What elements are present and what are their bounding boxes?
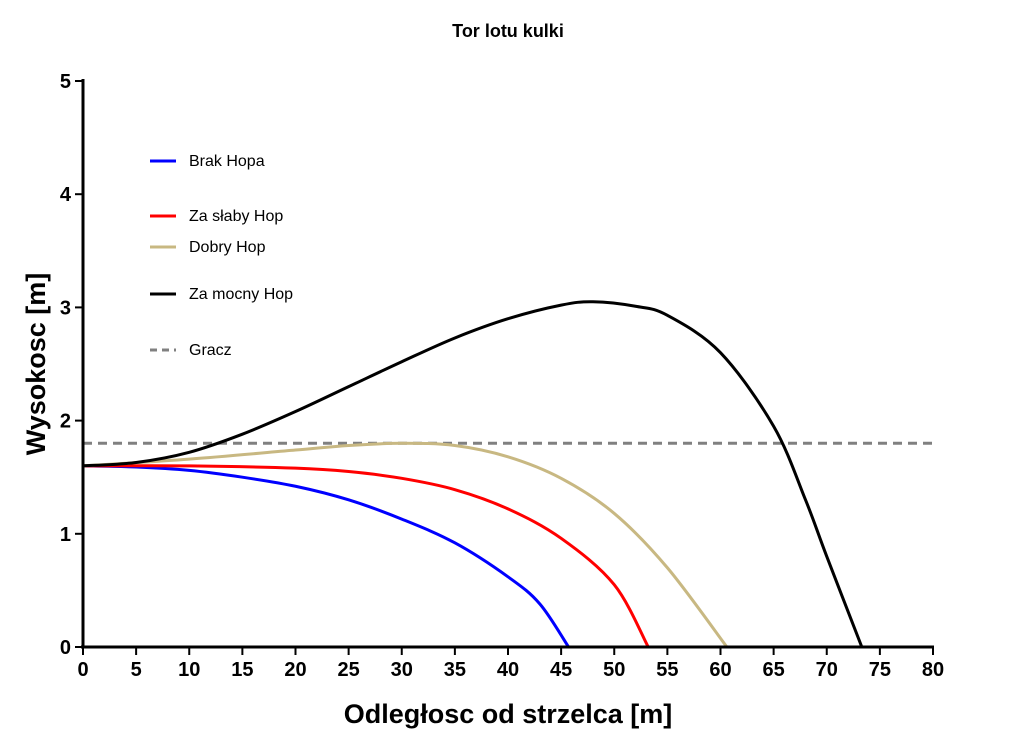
- x-tick-label: 20: [284, 659, 306, 681]
- x-tick-label: 15: [231, 659, 253, 681]
- series-line-brak-hopa: [82, 464, 570, 648]
- y-tick-label: 4: [60, 184, 72, 206]
- x-tick-label: 25: [338, 659, 360, 681]
- legend-label: Brak Hopa: [189, 153, 265, 170]
- x-tick-label: 30: [391, 659, 413, 681]
- x-tick-label: 55: [656, 659, 678, 681]
- legend-label: Za słaby Hop: [189, 208, 283, 225]
- y-tick-label: 2: [60, 411, 71, 433]
- x-tick-label: 0: [77, 659, 88, 681]
- y-tick-label: 0: [60, 637, 71, 659]
- series-line-za-mocny-hop: [82, 300, 864, 648]
- y-axis-label: Wysokosc [m]: [21, 273, 51, 456]
- x-tick-label: 35: [444, 659, 466, 681]
- y-tick-label: 1: [60, 524, 71, 546]
- x-tick-label: 50: [603, 659, 625, 681]
- y-tick-label: 3: [60, 297, 71, 319]
- x-axis-label: Odległosc od strzelca [m]: [344, 699, 673, 729]
- x-tick-label: 40: [497, 659, 519, 681]
- x-tick-label: 5: [131, 659, 142, 681]
- series-line-za-s-aby-hop: [82, 464, 650, 648]
- x-tick-label: 70: [816, 659, 838, 681]
- x-tick-label: 65: [763, 659, 785, 681]
- legend-label: Za mocny Hop: [189, 286, 293, 303]
- x-tick-label: 45: [550, 659, 572, 681]
- legend-label: Gracz: [189, 342, 232, 359]
- series-line-dobry-hop: [82, 441, 729, 648]
- x-tick-label: 10: [178, 659, 200, 681]
- x-tick-label: 60: [709, 659, 731, 681]
- legend-label: Dobry Hop: [189, 239, 266, 256]
- x-tick-label: 75: [869, 659, 891, 681]
- chart-title: Tor lotu kulki: [452, 21, 564, 41]
- x-tick-label: 80: [922, 659, 944, 681]
- y-tick-label: 5: [60, 71, 71, 93]
